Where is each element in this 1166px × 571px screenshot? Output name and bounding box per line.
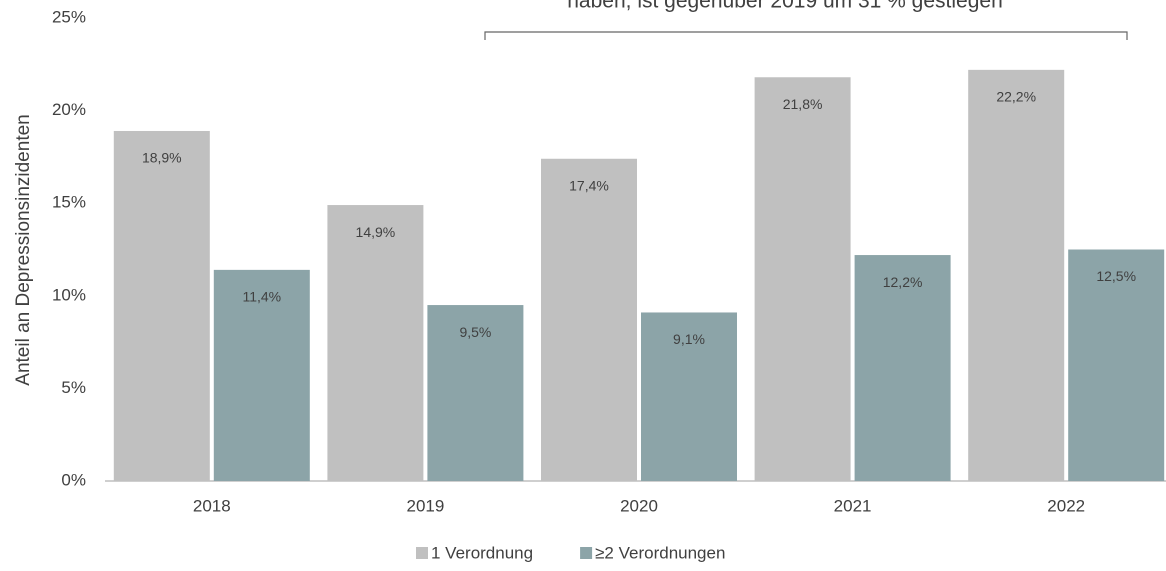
y-tick-label: 0% <box>61 470 86 489</box>
annotation: haben, ist gegenüber 2019 um 31 % gestie… <box>567 0 1003 13</box>
legend-swatch <box>580 547 593 559</box>
value-label: 12,2% <box>883 274 923 290</box>
bar <box>854 255 951 481</box>
legend-label: ≥2 Verordnungen <box>595 543 725 562</box>
value-label: 22,2% <box>996 89 1036 105</box>
x-tick-label: 2022 <box>1047 496 1085 515</box>
bar <box>327 205 424 481</box>
bar <box>641 312 737 481</box>
value-label: 11,4% <box>242 289 281 305</box>
value-label: 9,1% <box>673 331 705 347</box>
y-tick-label: 25% <box>52 7 86 26</box>
bar <box>754 77 851 481</box>
bar <box>1068 249 1165 481</box>
y-tick-label: 5% <box>61 378 86 397</box>
bar <box>113 130 210 482</box>
y-tick-label: 15% <box>52 193 86 212</box>
y-axis-title: Anteil an Depressionsinzidenten <box>13 114 34 385</box>
y-tick-label: 20% <box>52 100 86 119</box>
bracket <box>484 31 1128 40</box>
value-label: 14,9% <box>356 224 396 240</box>
bar <box>427 305 524 481</box>
value-label: 21,8% <box>783 96 823 112</box>
value-label: 18,9% <box>142 150 182 166</box>
x-tick-label: 2018 <box>193 496 231 515</box>
x-tick-label: 2020 <box>620 496 658 515</box>
y-tick-label: 10% <box>52 285 86 304</box>
value-label: 12,5% <box>1096 268 1136 284</box>
legend-label: 1 Verordnung <box>431 543 533 562</box>
x-tick-label: 2019 <box>406 496 444 515</box>
bar <box>968 69 1065 481</box>
value-label: 17,4% <box>569 177 609 193</box>
value-label: 9,5% <box>459 324 491 340</box>
x-tick-label: 2021 <box>834 496 872 515</box>
legend-swatch <box>416 547 428 559</box>
bar <box>213 269 310 481</box>
bar <box>541 158 637 481</box>
